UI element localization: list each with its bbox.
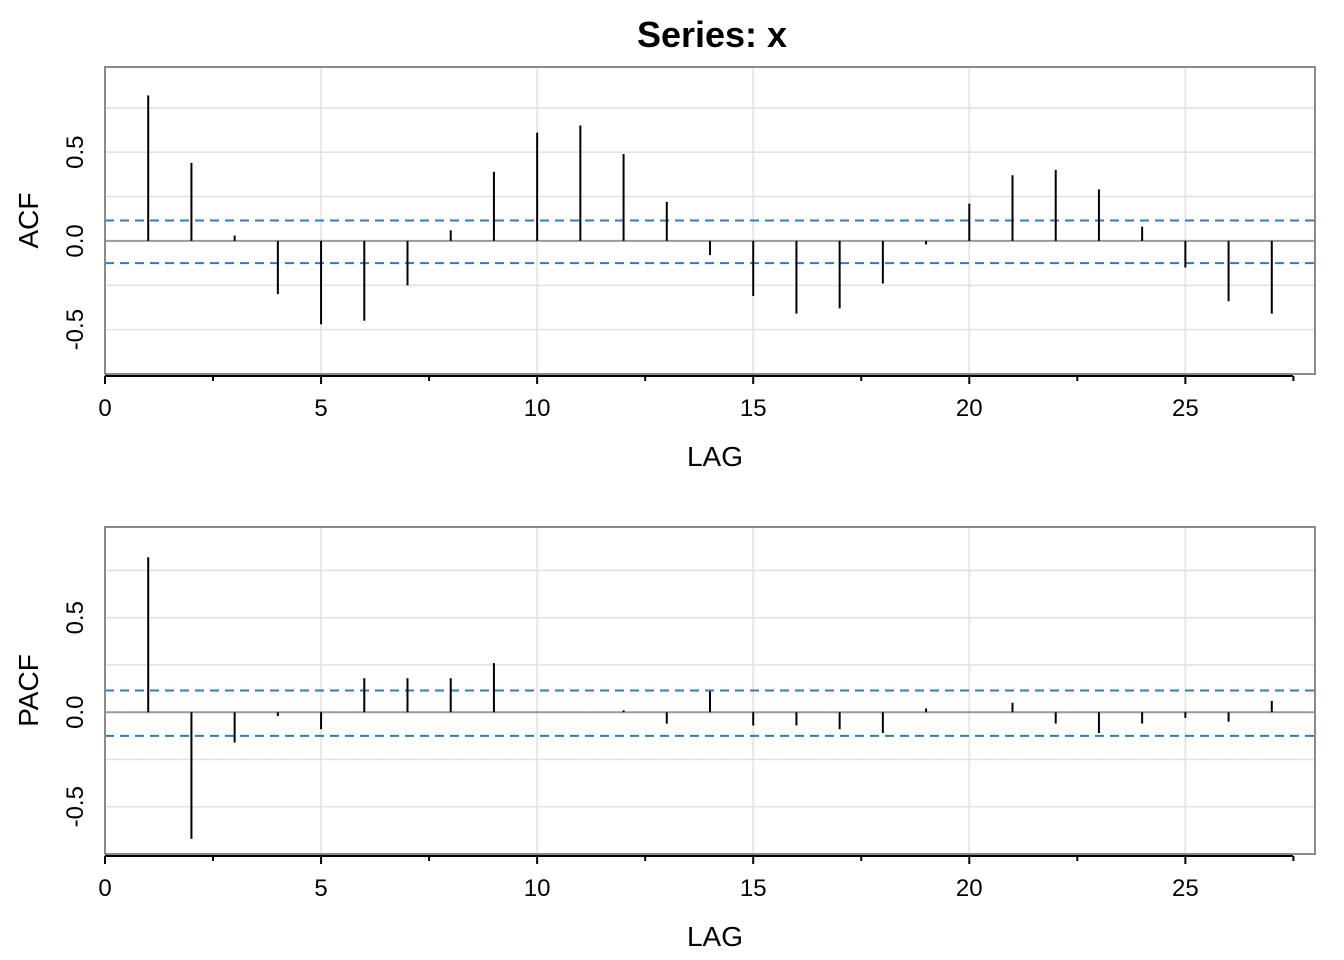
pacf-y-tick-label-0: -0.5: [62, 786, 89, 827]
acf-x-axis-label: LAG: [687, 441, 743, 472]
pacf-x-axis-label: LAG: [687, 921, 743, 952]
acf-y-axis-label: ACF: [13, 193, 44, 249]
acf-y-tick-label-1: 0.0: [62, 224, 89, 257]
pacf-y-axis-label: PACF: [13, 654, 44, 727]
pacf-x-tick-label-15: 15: [740, 875, 767, 902]
acf-x-tick-label-10: 10: [524, 395, 551, 422]
acf-panel: 0 5 10 15 20 25 -0.5 0.0 0.5 LAG ACF: [13, 66, 1316, 472]
acf-x-tick-label-15: 15: [740, 395, 767, 422]
pacf-x-tick-label-10: 10: [524, 875, 551, 902]
pacf-x-tick-label-20: 20: [956, 875, 983, 902]
pacf-x-tick-label-5: 5: [314, 875, 327, 902]
pacf-plot-frame: [104, 526, 1316, 855]
acf-y-tick-label-0: -0.5: [62, 309, 89, 350]
acf-plot-frame: [104, 66, 1316, 375]
pacf-y-tick-label-2: 0.5: [62, 601, 89, 634]
pacf-y-tick-label-1: 0.0: [62, 696, 89, 729]
pacf-x-tick-label-25: 25: [1172, 875, 1199, 902]
figure-title: Series: x: [637, 14, 787, 55]
pacf-x-tick-label-0: 0: [98, 875, 111, 902]
acf-y-tick-label-2: 0.5: [62, 135, 89, 168]
acf-x-tick-label-0: 0: [98, 395, 111, 422]
acf-x-tick-label-5: 5: [314, 395, 327, 422]
acf-x-tick-label-20: 20: [956, 395, 983, 422]
pacf-panel: 0 5 10 15 20 25 -0.5 0.0 0.5 LAG PACF: [13, 526, 1316, 952]
acf-x-tick-label-25: 25: [1172, 395, 1199, 422]
